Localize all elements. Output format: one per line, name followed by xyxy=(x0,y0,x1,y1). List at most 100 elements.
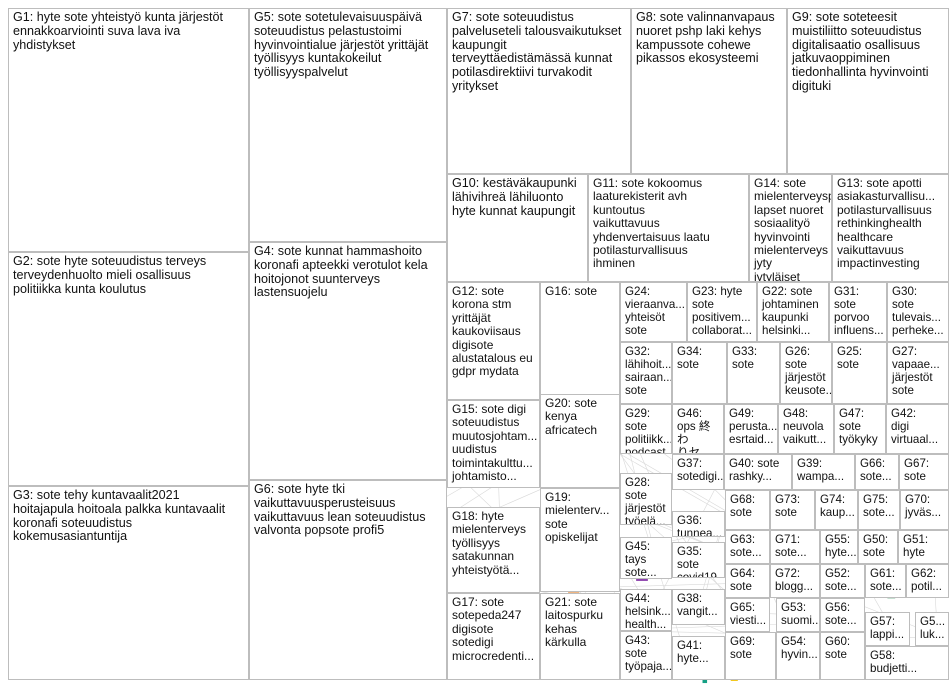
group-box-g75: G75: sote... xyxy=(858,490,900,530)
group-box-g15: G15: sote digi soteuudistus muutosjohtam… xyxy=(447,400,540,488)
group-box-g22: G22: sote johtaminen kaupunki helsinki..… xyxy=(757,282,829,342)
group-box-g34: G34: sote xyxy=(672,342,727,404)
group-label-g8: G8: sote valinnanvapaus nuoret pshp laki… xyxy=(636,10,775,66)
group-box-g2: G2: sote hyte soteuudistus terveys terve… xyxy=(8,252,249,486)
group-label-g13: G13: sote apotti asiakasturvallisu... po… xyxy=(837,176,936,271)
group-box-g8: G8: sote valinnanvapaus nuoret pshp laki… xyxy=(631,8,787,174)
group-label-g45: G45: tays sote... xyxy=(625,540,657,579)
group-label-g66: G66: sote... xyxy=(860,457,892,483)
group-label-g30: G30: sote tulevais... perheke... xyxy=(892,285,944,337)
group-label-g11: G11: sote kokoomus laaturekisterit avh k… xyxy=(593,176,710,271)
group-box-g37: G37: sotedigi... xyxy=(672,454,724,490)
group-label-g35: G35: sote covid19... xyxy=(677,545,725,578)
group-label-g75: G75: sote... xyxy=(863,493,895,519)
group-box-g14: G14: sote mielenterveyspa... lapset nuor… xyxy=(749,174,832,282)
group-box-g69: G69: sote xyxy=(725,632,776,680)
group-label-g74: G74: kaup... xyxy=(820,493,855,519)
group-box-g44: G44: helsink... health... xyxy=(620,589,672,631)
group-label-g69: G69: sote xyxy=(730,635,756,661)
group-label-g18: G18: hyte mielenterveys työllisyys satak… xyxy=(452,509,527,577)
group-label-g10: G10: kestäväkaupunki lähivihreä lähiluon… xyxy=(452,176,577,218)
group-label-g73: G73: sote xyxy=(775,493,801,519)
group-box-g4: G4: sote kunnat hammashoito koronafi apt… xyxy=(249,242,447,480)
group-label-g70: G70: jyväs... xyxy=(905,493,942,519)
group-box-g40: G40: sote rashky... xyxy=(724,454,792,490)
group-label-g22: G22: sote johtaminen kaupunki helsinki..… xyxy=(762,285,819,337)
group-box-g39: G39: wampa... xyxy=(792,454,855,490)
group-box-g67: G67: sote xyxy=(899,454,949,490)
group-box-g60: G60: sote xyxy=(820,632,865,680)
group-box-g18: G18: hyte mielenterveys työllisyys satak… xyxy=(447,507,540,593)
group-label-g3: G3: sote tehy kuntavaalit2021 hoitajapul… xyxy=(13,488,226,544)
group-label-g15: G15: sote digi soteuudistus muutosjohtam… xyxy=(452,402,538,484)
group-label-g17: G17: sote sotepeda247 digisote sotedigi … xyxy=(452,595,535,663)
group-box-g50: G50: sote xyxy=(858,530,898,564)
group-box-g6: G6: sote hyte tki vaikuttavuusperusteisu… xyxy=(249,480,447,680)
group-label-g46: G46: ops 終わ りセラ... xyxy=(677,407,711,454)
group-box-g10: G10: kestäväkaupunki lähivihreä lähiluon… xyxy=(447,174,588,282)
group-label-g55: G55: hyte... xyxy=(825,533,857,559)
group-box-g62: G62: potil... xyxy=(906,564,949,598)
group-box-g47: G47: sote työkyky xyxy=(834,404,886,454)
group-box-g24: G24: vieraanva... yhteisöt sote xyxy=(620,282,687,342)
group-box-g3: G3: sote tehy kuntavaalit2021 hoitajapul… xyxy=(8,486,249,680)
group-label-g44: G44: helsink... health... xyxy=(625,592,671,631)
group-box-g49: G49: perusta... esrtaid... xyxy=(724,404,778,454)
group-label-g38: G38: vangit... xyxy=(677,592,718,618)
group-label-g5: G5: sote sotetulevaisuuspäivä soteuudist… xyxy=(254,10,429,80)
group-label-g68: G68: sote xyxy=(730,493,756,519)
group-label-g61: G61: sote... xyxy=(870,567,902,593)
group-box-g31: G31: sote porvoo influens... xyxy=(829,282,887,342)
group-box-g43: G43: sote työpaja... xyxy=(620,631,672,680)
group-label-g50: G50: sote xyxy=(863,533,889,559)
group-label-g27: G27: vapaae... järjestöt sote xyxy=(892,345,940,397)
group-label-g48: G48: neuvola vaikutt... xyxy=(783,407,827,446)
group-label-g20: G20: sote kenya africatech xyxy=(545,396,598,437)
group-label-g16: G16: sote xyxy=(545,284,598,298)
group-label-g2: G2: sote hyte soteuudistus terveys terve… xyxy=(13,254,207,296)
group-box-g68: G68: sote xyxy=(725,490,770,530)
group-label-g65: G65: viesti... xyxy=(730,601,767,627)
group-box-g53: G53: suomi... xyxy=(776,598,820,632)
group-box-g36: G36: tunnea... xyxy=(672,511,725,537)
group-box-g59: G5... luk... xyxy=(915,612,949,646)
group-label-g67: G67: sote xyxy=(904,457,930,483)
group-label-g47: G47: sote työkyky xyxy=(839,407,878,446)
group-box-g51: G51: hyte xyxy=(898,530,949,564)
group-label-g14: G14: sote mielenterveyspa... lapset nuor… xyxy=(754,176,831,282)
group-box-g65: G65: viesti... xyxy=(725,598,770,632)
group-label-g59: G5... luk... xyxy=(920,615,946,641)
group-box-g70: G70: jyväs... xyxy=(900,490,949,530)
group-box-g64: G64: sote xyxy=(725,564,770,598)
group-box-g41: G41: hyte... xyxy=(672,636,725,680)
group-box-g19: G19: mielenterv... sote opiskelijat xyxy=(540,488,620,592)
group-box-g11: G11: sote kokoomus laaturekisterit avh k… xyxy=(588,174,749,282)
group-label-g29: G29: sote politiikk... podcast xyxy=(625,407,672,454)
group-label-g57: G57: lappi... xyxy=(870,615,905,641)
group-label-g49: G49: perusta... esrtaid... xyxy=(729,407,778,446)
group-label-g71: G71: sote... xyxy=(775,533,807,559)
group-label-g64: G64: sote xyxy=(730,567,756,593)
group-box-g58: G58: budjetti... xyxy=(865,646,949,680)
group-label-g37: G37: sotedigi... xyxy=(677,457,724,483)
group-label-g25: G25: sote xyxy=(837,345,863,371)
group-label-g58: G58: budjetti... xyxy=(870,649,918,675)
group-box-g16: G16: sote xyxy=(540,282,620,400)
group-box-g21: G21: sote laitospurku kehas kärkulla xyxy=(540,593,620,680)
group-label-g51: G51: hyte xyxy=(903,533,929,559)
group-box-g45: G45: tays sote... xyxy=(620,537,672,579)
group-label-g34: G34: sote xyxy=(677,345,703,371)
group-label-g1: G1: hyte sote yhteistyö kunta järjestöt … xyxy=(13,10,224,52)
group-label-g6: G6: sote hyte tki vaikuttavuusperusteisu… xyxy=(254,482,426,538)
group-box-g74: G74: kaup... xyxy=(815,490,858,530)
group-box-g55: G55: hyte... xyxy=(820,530,858,564)
group-box-g29: G29: sote politiikk... podcast xyxy=(620,404,672,454)
group-label-g32: G32: lähihoit... sairaan... sote xyxy=(625,345,672,397)
group-box-g9: G9: sote soteteesit muistiliitto soteuud… xyxy=(787,8,949,174)
group-label-g7: G7: sote soteuudistus palveluseteli talo… xyxy=(452,10,622,93)
group-label-g28: G28: sote järjestöt työelä... xyxy=(625,476,666,525)
group-box-g63: G63: sote... xyxy=(725,530,770,564)
group-label-g23: G23: hyte sote positivem... collaborat..… xyxy=(692,285,752,337)
group-box-g17: G17: sote sotepeda247 digisote sotedigi … xyxy=(447,593,540,680)
